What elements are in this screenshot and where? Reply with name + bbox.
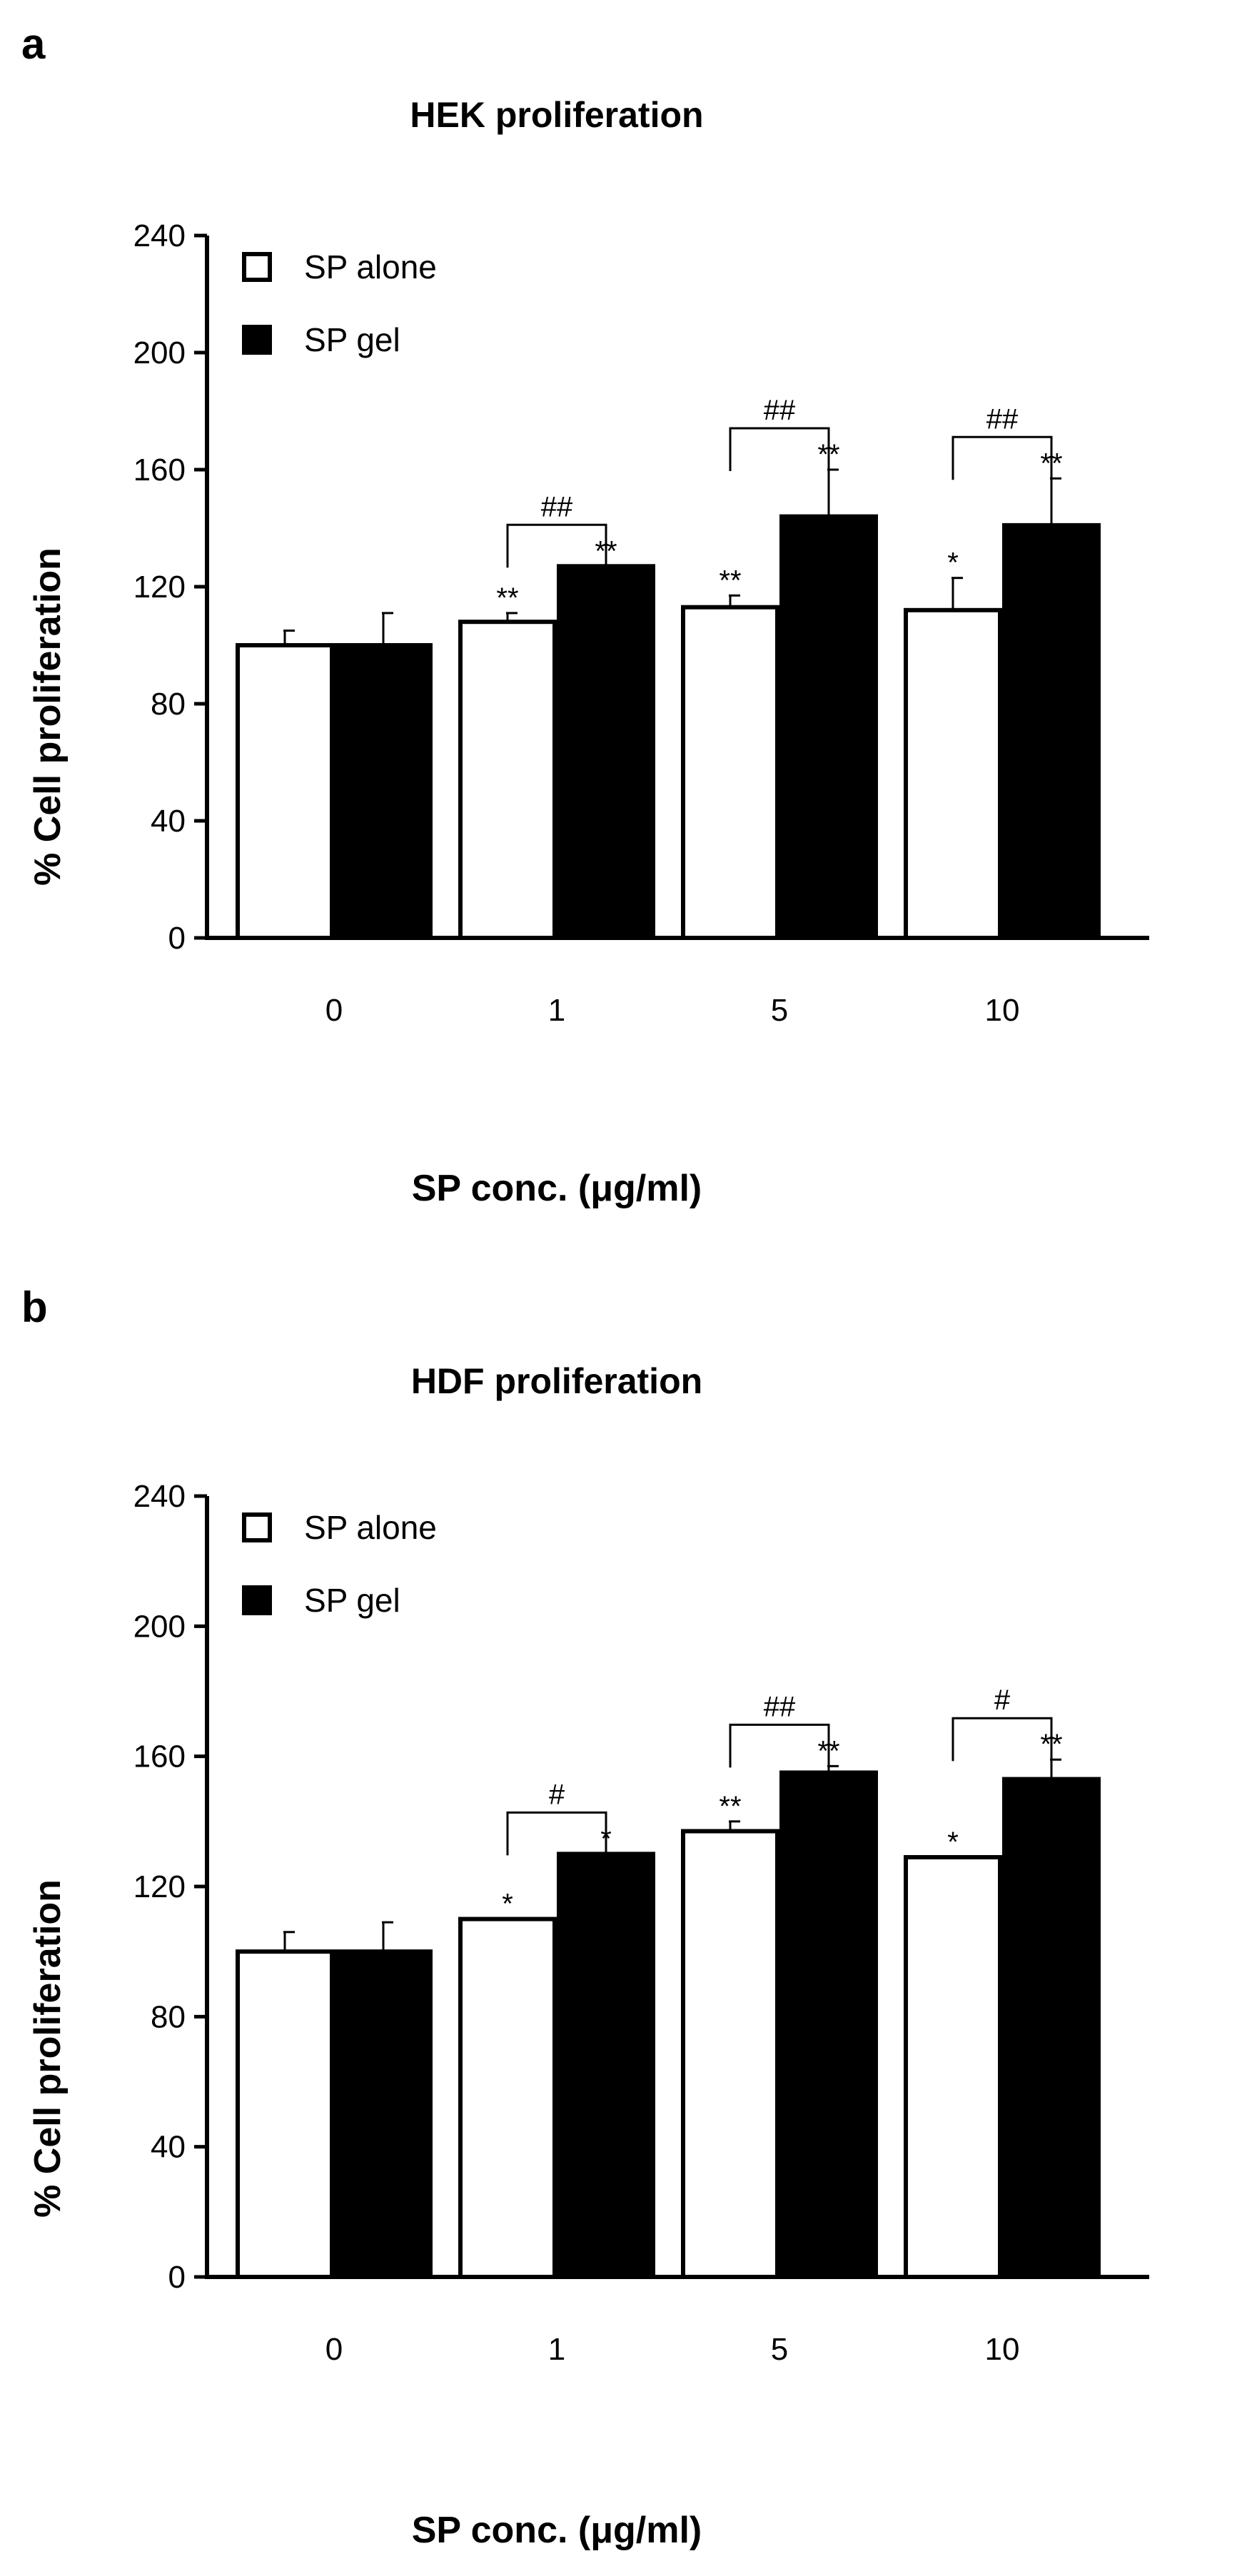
y-tick-label: 0 (168, 921, 186, 956)
bar (779, 1770, 878, 2279)
y-tick-label: 160 (133, 453, 186, 488)
significance-marker: ** (496, 582, 518, 614)
bar (904, 1854, 1002, 2280)
comparison-bracket (729, 427, 830, 471)
significance-marker: * (947, 1827, 959, 1858)
significance-marker: ** (719, 565, 741, 596)
x-tick-label: 5 (771, 2332, 788, 2367)
bar (1002, 1777, 1101, 2279)
bar (458, 1916, 557, 2279)
x-tick-label: 1 (548, 2332, 565, 2367)
y-tick-label: 200 (133, 335, 186, 370)
y-tick-label: 240 (133, 218, 186, 253)
legend-swatch (242, 252, 272, 282)
bar (1002, 522, 1101, 940)
x-tick-label: 10 (985, 993, 1020, 1028)
x-tick-label: 1 (548, 993, 565, 1028)
bar (236, 643, 334, 940)
y-tick-label: 40 (151, 804, 186, 839)
panel-letter: a (21, 20, 46, 68)
legend-label: SP alone (304, 1509, 437, 1546)
legend-swatch (242, 1512, 272, 1542)
significance-marker: * (502, 1889, 513, 1920)
y-tick-label: 120 (133, 570, 186, 605)
comparison-marker: ## (986, 403, 1019, 435)
legend-label: SP gel (304, 1582, 400, 1619)
x-tick-label: 0 (325, 993, 343, 1028)
bar (779, 514, 878, 940)
y-tick-label: 0 (168, 2260, 186, 2295)
bar (236, 1949, 334, 2280)
comparison-bracket (506, 1811, 607, 1856)
comparison-marker: ## (764, 1691, 796, 1722)
y-tick-label: 240 (133, 1479, 186, 1514)
comparison-bracket (506, 523, 607, 568)
panel-letter: b (21, 1283, 48, 1331)
bar (681, 605, 779, 940)
comparison-bracket (951, 1717, 1053, 1762)
y-tick-label: 120 (133, 1869, 186, 1904)
legend-swatch (242, 1585, 272, 1615)
y-tick-label: 160 (133, 1739, 186, 1774)
legend-swatch (242, 325, 272, 355)
significance-marker: * (947, 547, 959, 579)
comparison-bracket (729, 1723, 830, 1768)
comparison-marker: # (549, 1779, 565, 1810)
bar (904, 607, 1002, 940)
x-axis-label: SP conc. (μg/ml) (412, 1168, 702, 1209)
x-tick-label: 5 (771, 993, 788, 1028)
x-tick-label: 0 (325, 2332, 343, 2367)
comparison-marker: ## (764, 395, 796, 426)
legend-label: SP alone (304, 248, 437, 286)
bar (334, 1949, 433, 2280)
x-axis-label: SP conc. (μg/ml) (412, 2510, 702, 2551)
panel-hek: a HEK proliferation SP conc. (μg/ml) % C… (21, 20, 1149, 1209)
y-tick-label: 80 (151, 687, 186, 722)
bar (681, 1829, 779, 2279)
chart-title: HEK proliferation (410, 95, 703, 135)
x-tick-label: 10 (985, 2332, 1020, 2367)
y-tick-label: 200 (133, 1609, 186, 1644)
bar (557, 564, 655, 940)
comparison-marker: # (994, 1684, 1011, 1716)
comparison-marker: ## (541, 491, 573, 522)
panel-hdf: b HDF proliferation SP conc. (μg/ml) % C… (21, 1283, 1149, 2551)
y-axis-label: % Cell proliferation (27, 547, 69, 886)
bar (557, 1852, 655, 2280)
significance-marker: ** (719, 1791, 741, 1822)
y-tick-label: 40 (151, 2130, 186, 2165)
bar (458, 620, 557, 940)
legend-label: SP gel (304, 321, 400, 358)
y-axis-label: % Cell proliferation (27, 1879, 69, 2218)
comparison-bracket (951, 435, 1053, 480)
chart-title: HDF proliferation (411, 1361, 702, 1401)
bar (334, 643, 433, 940)
y-tick-label: 80 (151, 1999, 186, 2034)
